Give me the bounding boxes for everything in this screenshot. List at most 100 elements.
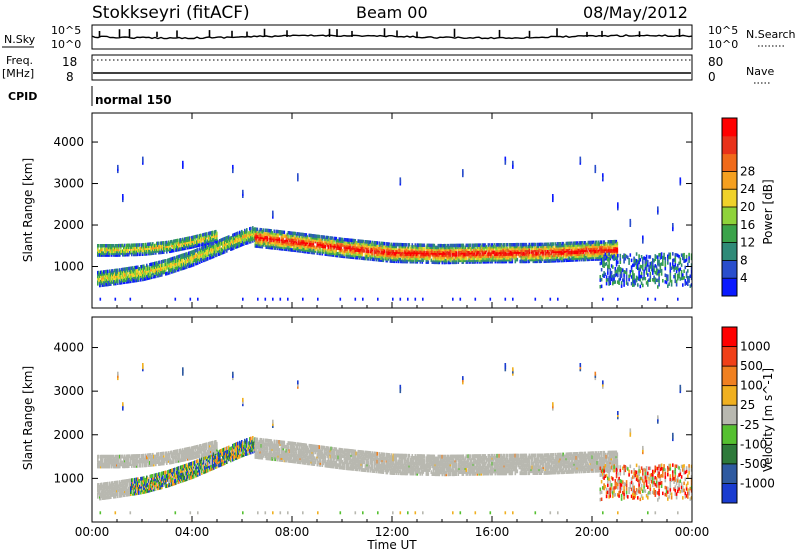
data-cell [266, 236, 269, 240]
data-cell [370, 253, 373, 258]
data-cell [485, 258, 488, 262]
data-cell [411, 248, 414, 253]
data-cell [123, 253, 125, 257]
data-cell [121, 491, 123, 496]
data-cell [471, 256, 474, 261]
data-cell [608, 247, 611, 252]
data-cell [204, 234, 206, 239]
data-cell [453, 249, 456, 253]
data-cell [147, 244, 149, 248]
data-cell [167, 271, 169, 276]
data-cell [258, 229, 261, 234]
data-cell [366, 249, 369, 253]
data-cell [407, 250, 410, 255]
data-cell [332, 245, 335, 250]
data-cell [198, 251, 200, 255]
data-cell [430, 243, 433, 248]
data-cell [571, 249, 574, 253]
data-cell [513, 254, 516, 258]
data-cell [605, 247, 608, 252]
data-cell [544, 253, 547, 258]
data-cell [178, 242, 180, 246]
data-cell [531, 244, 534, 249]
data-cell [102, 272, 104, 276]
data-cell [674, 276, 677, 280]
data-cell [99, 278, 101, 282]
data-cell [503, 243, 506, 247]
data-cell [290, 233, 293, 237]
data-cell [103, 272, 105, 276]
data-cell [140, 268, 142, 273]
data-cell [204, 240, 206, 244]
data-cell [575, 254, 578, 258]
data-cell [212, 253, 214, 257]
data-cell [137, 245, 139, 249]
data-cell [348, 249, 351, 254]
data-cell [101, 482, 103, 487]
data-cell [435, 247, 438, 251]
data-cell [625, 278, 628, 282]
data-cell [502, 243, 505, 247]
data-cell [146, 244, 148, 249]
data-cell [110, 280, 112, 284]
data-cell [504, 248, 507, 253]
data-cell [642, 267, 644, 271]
data-cell [383, 245, 386, 250]
data-cell [515, 254, 518, 258]
data-cell [246, 228, 248, 232]
data-cell [573, 252, 576, 257]
data-cell [228, 237, 230, 241]
data-cell [434, 253, 437, 257]
data-cell [525, 257, 528, 262]
data-cell [111, 481, 113, 486]
data-cell [635, 259, 638, 263]
data-cell [277, 237, 280, 241]
data-cell [139, 250, 141, 255]
data-cell [485, 247, 488, 251]
data-cell [455, 256, 458, 261]
data-cell [131, 245, 133, 249]
data-cell [118, 247, 120, 252]
colorbar-tick-label: 24 [740, 182, 755, 196]
data-cell [227, 239, 229, 243]
data-cell [504, 156, 507, 161]
data-cell [360, 254, 363, 258]
data-cell [403, 244, 406, 249]
data-cell [463, 253, 466, 257]
data-cell [120, 271, 122, 276]
data-cell [178, 262, 180, 266]
data-cell [142, 245, 144, 249]
data-cell [281, 237, 284, 242]
data-cell [410, 260, 413, 264]
data-cell [276, 244, 279, 249]
data-cell [474, 249, 477, 253]
data-cell [186, 236, 188, 241]
data-cell [155, 249, 157, 253]
data-cell [212, 230, 214, 235]
data-cell [254, 242, 257, 246]
data-cell [531, 255, 534, 260]
data-cell [195, 252, 197, 257]
data-cell [550, 248, 553, 252]
data-cell [392, 255, 395, 260]
data-cell [177, 248, 179, 252]
data-cell [184, 260, 186, 264]
data-cell [466, 249, 469, 253]
nsky-tick-top: 10^5 [51, 24, 81, 37]
data-cell [251, 237, 253, 242]
data-cell [578, 258, 581, 262]
data-cell [341, 248, 344, 253]
data-cell [591, 248, 594, 252]
data-cell [392, 253, 395, 258]
data-cell [574, 247, 577, 251]
data-cell [546, 255, 549, 260]
data-cell [138, 274, 140, 279]
data-cell [648, 255, 650, 259]
data-cell [279, 246, 282, 251]
data-cell [310, 233, 313, 238]
data-cell [537, 254, 540, 258]
data-cell [609, 247, 612, 251]
data-cell [612, 241, 615, 246]
data-cell [549, 253, 552, 258]
data-cell [206, 253, 208, 258]
